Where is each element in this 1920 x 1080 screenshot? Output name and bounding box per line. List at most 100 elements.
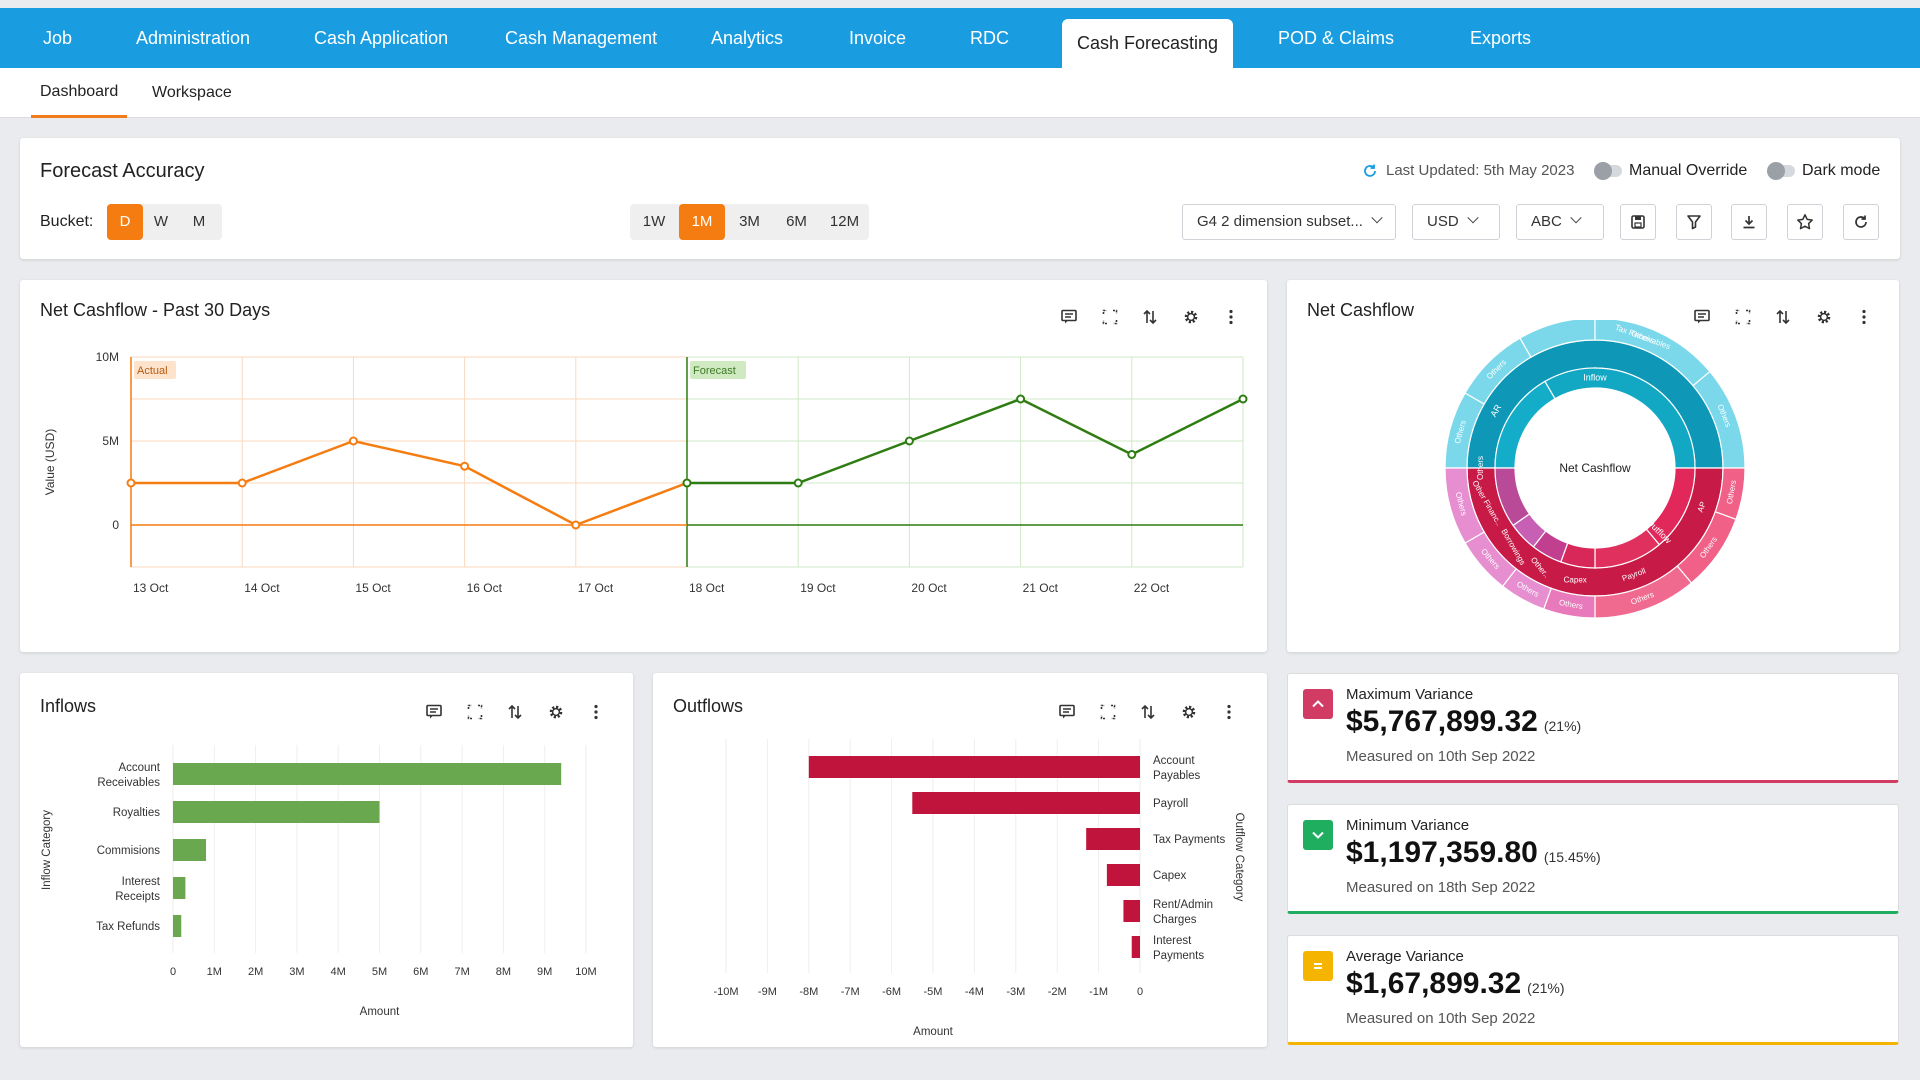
sunburst-outer-segment[interactable] xyxy=(1444,467,1485,544)
outflows-title: Outflows xyxy=(673,696,744,716)
more-vertical-button[interactable] xyxy=(585,701,607,723)
line-chart-title: Net Cashflow - Past 30 Days xyxy=(40,300,271,320)
subset-dropdown[interactable]: G4 2 dimension subset... xyxy=(1182,204,1396,240)
sort-button[interactable] xyxy=(1772,306,1794,328)
expand-button[interactable] xyxy=(464,701,486,723)
tab-cash-forecasting[interactable]: Cash Forecasting xyxy=(1062,19,1234,68)
data-point-actual[interactable] xyxy=(348,436,358,446)
more-vertical-icon xyxy=(594,704,598,720)
tab-rdc[interactable]: RDC xyxy=(970,28,1009,48)
bar[interactable] xyxy=(1131,936,1140,958)
category-label: Rent/Admin Charges xyxy=(1153,899,1213,926)
more-vertical-button[interactable] xyxy=(1220,306,1242,328)
more-vertical-icon xyxy=(1229,309,1233,325)
x-tick-label: -2M xyxy=(1048,986,1067,998)
tab-pod-claims[interactable]: POD & Claims xyxy=(1278,28,1395,48)
expand-button[interactable] xyxy=(1099,306,1121,328)
x-tick-label: 1M xyxy=(207,966,222,978)
sort-button[interactable] xyxy=(504,701,526,723)
data-point-forecast[interactable] xyxy=(1238,394,1248,404)
bar[interactable] xyxy=(173,801,380,823)
more-vertical-button[interactable] xyxy=(1853,306,1875,328)
currency-dropdown[interactable]: USD xyxy=(1412,204,1500,240)
x-tick-label: 19 Oct xyxy=(800,581,836,595)
bar[interactable] xyxy=(173,915,182,937)
sunburst-middle-segment[interactable] xyxy=(1494,467,1531,527)
bucket-m[interactable]: M xyxy=(192,213,206,230)
dark-mode-toggle[interactable] xyxy=(1767,162,1795,180)
gear-button[interactable] xyxy=(545,701,567,723)
avg-variance-value: $1,67,899.32 (21%) xyxy=(1346,967,1565,1001)
gear-button[interactable] xyxy=(1180,306,1202,328)
chevron-up-icon xyxy=(1312,700,1324,708)
bar[interactable] xyxy=(173,839,207,861)
subtab-dashboard[interactable]: Dashboard xyxy=(31,68,128,118)
tab-analytics[interactable]: Analytics xyxy=(711,28,784,48)
manual-override-toggle[interactable] xyxy=(1594,162,1622,180)
bar[interactable] xyxy=(173,763,562,785)
net-cashflow-line-chart: Actual Forecast 0 5M 10M Value (USD) 13 Oct 14… xyxy=(43,350,1248,595)
reload-button[interactable] xyxy=(1843,204,1879,240)
comment-icon xyxy=(1059,704,1075,719)
comment-button[interactable] xyxy=(1691,306,1713,328)
gear-button[interactable] xyxy=(1813,306,1835,328)
more-vertical-button[interactable] xyxy=(1218,701,1240,723)
trend-down-badge xyxy=(1303,820,1333,850)
comment-button[interactable] xyxy=(423,701,445,723)
data-point-forecast[interactable] xyxy=(904,436,914,446)
sunburst-center xyxy=(1517,390,1673,546)
data-point-forecast[interactable] xyxy=(1127,449,1137,459)
bucket-d[interactable]: D xyxy=(107,204,143,240)
data-point-actual[interactable] xyxy=(126,478,136,488)
favorite-button[interactable] xyxy=(1787,204,1823,240)
data-point-actual[interactable] xyxy=(571,520,581,530)
range-selector: 1W 1M 3M 6M 12M xyxy=(630,204,869,240)
category-label-line: Capex xyxy=(1153,870,1186,882)
bar[interactable] xyxy=(808,756,1140,778)
category-label: Tax Payments xyxy=(1153,834,1225,846)
tab-job[interactable]: Job xyxy=(43,28,73,48)
tab-invoice[interactable]: Invoice xyxy=(849,28,907,48)
tab-exports[interactable]: Exports xyxy=(1470,28,1532,48)
tab-administration[interactable]: Administration xyxy=(136,28,251,48)
expand-button[interactable] xyxy=(1097,701,1119,723)
comment-button[interactable] xyxy=(1056,701,1078,723)
sort-button[interactable] xyxy=(1139,306,1161,328)
data-point-forecast[interactable] xyxy=(682,478,692,488)
tab-cash-management[interactable]: Cash Management xyxy=(505,28,658,48)
data-point-actual[interactable] xyxy=(460,461,470,471)
data-point-actual[interactable] xyxy=(237,478,247,488)
inflows-card xyxy=(20,673,633,1047)
min-variance-amount: $1,197,359.80 xyxy=(1346,836,1538,869)
save-button[interactable] xyxy=(1620,204,1656,240)
bar[interactable] xyxy=(1086,828,1140,850)
entity-dropdown[interactable]: ABC xyxy=(1516,204,1604,240)
bar[interactable] xyxy=(912,792,1140,814)
expand-button[interactable] xyxy=(1732,306,1754,328)
data-point-forecast[interactable] xyxy=(1016,394,1026,404)
range-1w[interactable]: 1W xyxy=(642,213,666,230)
comment-button[interactable] xyxy=(1058,306,1080,328)
bucket-w[interactable]: W xyxy=(153,213,169,230)
sort-button[interactable] xyxy=(1137,701,1159,723)
x-tick-label: -3M xyxy=(1006,986,1025,998)
expand-icon xyxy=(1735,309,1750,325)
bar[interactable] xyxy=(1106,864,1140,886)
range-3m[interactable]: 3M xyxy=(739,213,760,230)
tab-cash-application[interactable]: Cash Application xyxy=(314,28,449,48)
range-6m[interactable]: 6M xyxy=(786,213,807,230)
range-12m[interactable]: 12M xyxy=(829,213,860,230)
download-button[interactable] xyxy=(1731,204,1767,240)
bar[interactable] xyxy=(1123,900,1140,922)
bar[interactable] xyxy=(173,877,186,899)
filter-button[interactable] xyxy=(1676,204,1712,240)
data-point-forecast[interactable] xyxy=(793,478,803,488)
sort-icon xyxy=(508,704,522,720)
trend-up-badge xyxy=(1303,689,1333,719)
subtab-workspace[interactable]: Workspace xyxy=(152,84,232,101)
category-label: Royalties xyxy=(113,807,161,819)
filter-icon xyxy=(1687,215,1701,230)
gear-button[interactable] xyxy=(1178,701,1200,723)
x-tick-label: 15 Oct xyxy=(355,581,391,595)
range-1m[interactable]: 1M xyxy=(679,204,725,240)
